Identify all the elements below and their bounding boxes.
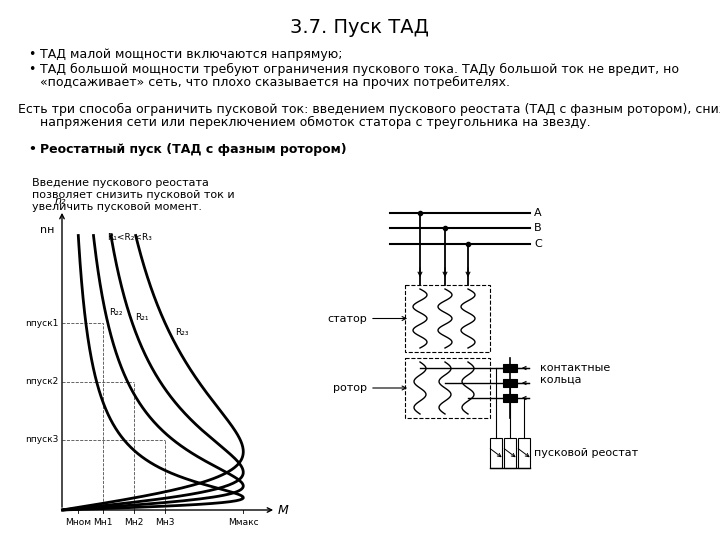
Text: C: C xyxy=(534,239,541,249)
Text: Mмакс: Mмакс xyxy=(228,518,258,527)
Text: статор: статор xyxy=(328,314,367,323)
Text: Mн1: Mн1 xyxy=(94,518,113,527)
Bar xyxy=(504,438,516,468)
Text: nпуск2: nпуск2 xyxy=(24,377,58,386)
Text: B: B xyxy=(534,223,541,233)
Text: напряжения сети или переключением обмоток статора с треугольника на звезду.: напряжения сети или переключением обмото… xyxy=(40,116,590,129)
Text: Mн2: Mн2 xyxy=(125,518,144,527)
Bar xyxy=(503,364,517,372)
Text: увеличить пусковой момент.: увеличить пусковой момент. xyxy=(32,202,202,212)
Text: Введение пускового реостата: Введение пускового реостата xyxy=(32,178,209,188)
Text: •: • xyxy=(28,48,35,61)
Text: Mн3: Mн3 xyxy=(156,518,175,527)
Text: nпуск1: nпуск1 xyxy=(24,319,58,328)
Bar xyxy=(518,438,530,468)
Bar xyxy=(503,394,517,402)
Bar xyxy=(405,285,490,352)
Text: «подсаживает» сеть, что плохо сказывается на прочих потребителях.: «подсаживает» сеть, что плохо сказываетс… xyxy=(40,76,510,89)
Text: ТАД малой мощности включаются напрямую;: ТАД малой мощности включаются напрямую; xyxy=(40,48,343,61)
Bar xyxy=(503,379,517,387)
Text: n₂: n₂ xyxy=(54,196,66,206)
Text: 3.7. Пуск ТАД: 3.7. Пуск ТАД xyxy=(290,18,430,37)
Text: M: M xyxy=(278,503,289,516)
Text: контактные: контактные xyxy=(540,363,611,373)
Text: пусковой реостат: пусковой реостат xyxy=(534,448,638,458)
Text: позволяет снизить пусковой ток и: позволяет снизить пусковой ток и xyxy=(32,190,235,200)
Text: Mном: Mном xyxy=(66,518,91,527)
Text: ТАД большой мощности требуют ограничения пускового тока. ТАДу большой ток не вре: ТАД большой мощности требуют ограничения… xyxy=(40,63,679,76)
Text: Есть три способа ограничить пусковой ток: введением пускового реостата (ТАД с фа: Есть три способа ограничить пусковой ток… xyxy=(18,103,720,116)
Text: R₁<R₂<R₃: R₁<R₂<R₃ xyxy=(107,233,152,242)
Text: R₂₂: R₂₂ xyxy=(109,308,123,316)
Text: •: • xyxy=(28,63,35,76)
Text: R₂₁: R₂₁ xyxy=(135,313,149,322)
Text: •: • xyxy=(28,143,36,156)
Text: Реостатный пуск (ТАД с фазным ротором): Реостатный пуск (ТАД с фазным ротором) xyxy=(40,143,346,156)
Text: nн: nн xyxy=(40,225,54,235)
Bar xyxy=(490,438,502,468)
Text: ротор: ротор xyxy=(333,383,367,393)
Text: кольца: кольца xyxy=(540,375,582,385)
Text: nпуск3: nпуск3 xyxy=(24,435,58,444)
Bar xyxy=(405,358,490,418)
Text: A: A xyxy=(534,208,541,218)
Text: R₂₃: R₂₃ xyxy=(175,328,189,337)
